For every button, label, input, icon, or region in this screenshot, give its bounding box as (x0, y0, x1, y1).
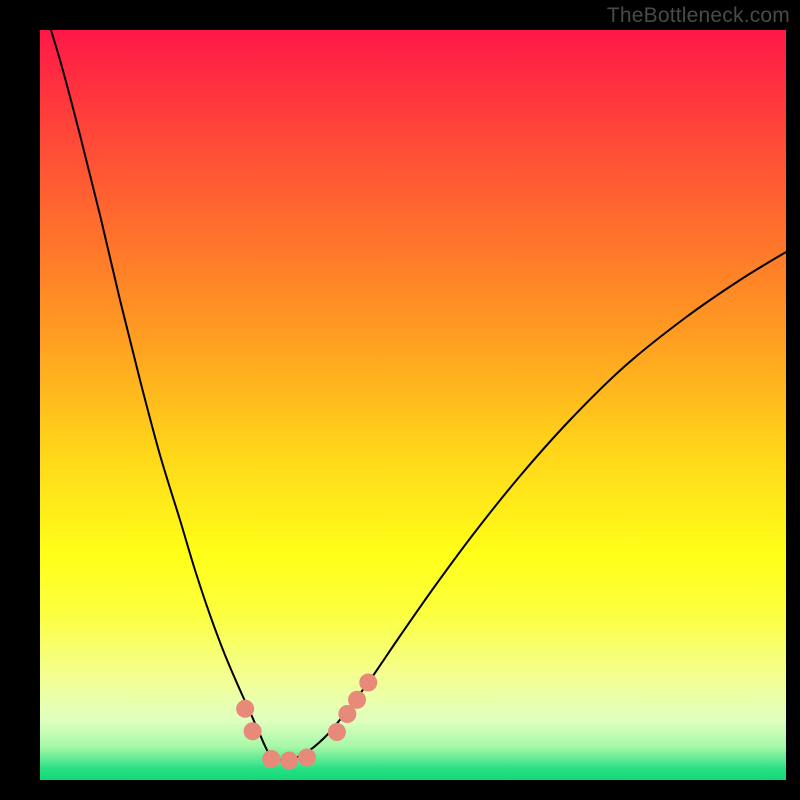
data-marker (328, 723, 346, 741)
data-marker (262, 750, 280, 768)
watermark-text: TheBottleneck.com (607, 4, 790, 28)
chart-svg (0, 0, 800, 800)
data-marker (298, 749, 316, 767)
data-marker (244, 722, 262, 740)
data-marker (280, 752, 298, 770)
plot-background (40, 30, 786, 780)
data-marker (236, 700, 254, 718)
chart-root: TheBottleneck.com (0, 0, 800, 800)
data-marker (348, 691, 366, 709)
data-marker (359, 674, 377, 692)
